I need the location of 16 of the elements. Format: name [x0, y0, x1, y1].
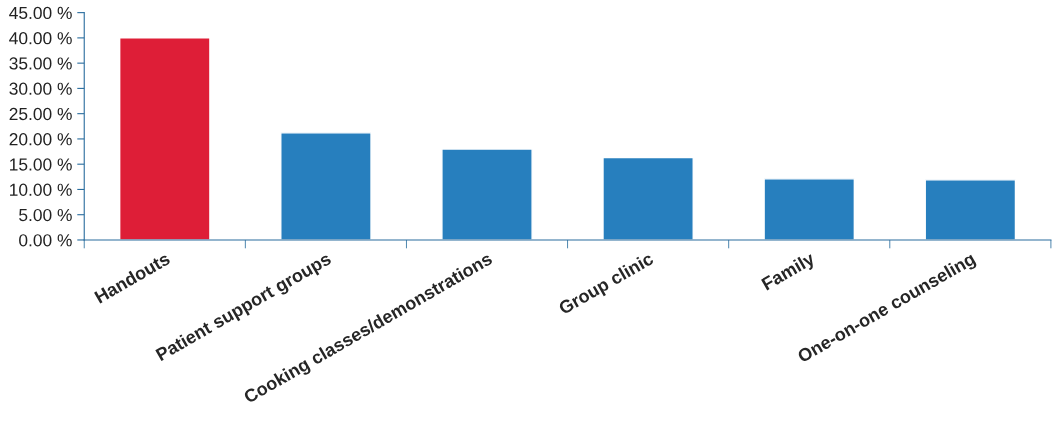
- bar: [924, 179, 1017, 240]
- y-tick-label: 40.00 %: [9, 32, 72, 45]
- bar: [280, 132, 372, 240]
- y-tick-label: 0.00 %: [19, 234, 72, 247]
- y-tick-label: 5.00 %: [19, 208, 72, 222]
- bar: [441, 148, 533, 240]
- y-tick-label: 25.00 %: [9, 107, 72, 121]
- y-tick-label: 10.00 %: [10, 183, 72, 196]
- bar: [602, 156, 694, 240]
- y-tick-label: 45.00 %: [9, 6, 72, 20]
- y-tick-label: 35.00 %: [9, 57, 72, 70]
- y-tick-label: 20.00 %: [9, 133, 72, 146]
- bar: [118, 37, 211, 240]
- y-tick-label: 15.00 %: [10, 158, 72, 171]
- y-tick-label: 30.00 %: [9, 82, 72, 95]
- bar: [763, 178, 856, 240]
